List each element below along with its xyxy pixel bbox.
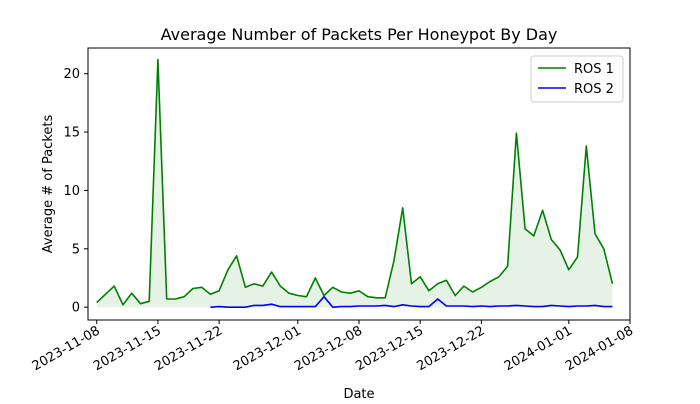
y-tick-label: 15	[63, 126, 80, 141]
x-tick-label: 2023-11-15	[91, 323, 164, 374]
y-tick-label: 0	[72, 301, 80, 316]
x-tick-label: 2023-12-08	[292, 323, 365, 374]
y-tick-label: 20	[63, 67, 80, 82]
legend-label-ros-2: ROS 2	[574, 82, 614, 97]
x-tick-label: 2023-11-08	[30, 323, 103, 374]
x-tick-label: 2023-11-22	[152, 323, 225, 374]
y-tick-label: 5	[72, 242, 80, 257]
x-tick-label: 2023-12-01	[231, 323, 304, 374]
series-line-ros-1	[96, 58, 614, 306]
x-tick-label: 2023-12-15	[353, 323, 426, 374]
y-axis-label: Average # of Packets	[41, 115, 56, 254]
series-lines	[96, 58, 614, 309]
y-tick-label: 10	[63, 184, 80, 199]
area-fills	[96, 59, 613, 308]
chart-title: Average Number of Packets Per Honeypot B…	[161, 25, 558, 44]
legend-label-ros-1: ROS 1	[574, 62, 614, 77]
x-axis-label: Date	[343, 387, 374, 400]
x-tick-label: 2024-01-01	[502, 323, 575, 374]
y-axis-ticks: 0 5 10 15 20	[63, 67, 88, 316]
x-tick-label: 2024-01-08	[563, 323, 636, 374]
legend: ROS 1 ROS 2	[530, 55, 624, 103]
area-fill-ros-1	[96, 59, 613, 308]
series-line-ros-2	[210, 295, 613, 309]
x-tick-label: 2023-12-22	[414, 323, 487, 374]
